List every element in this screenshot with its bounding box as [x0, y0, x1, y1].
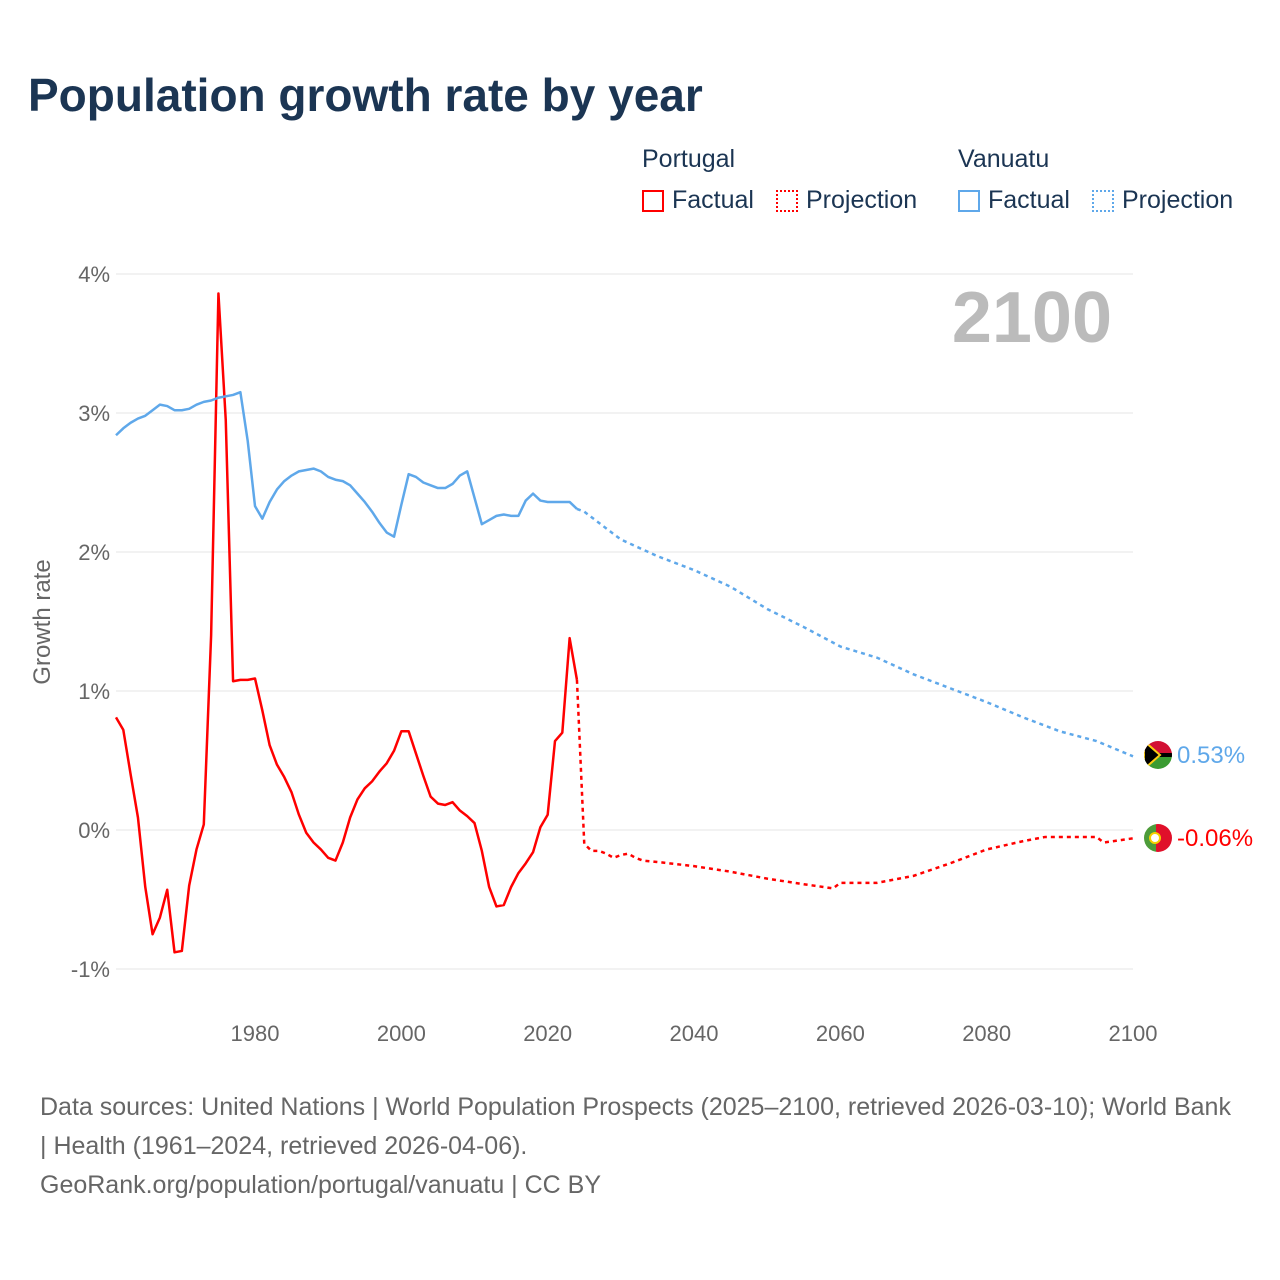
legend-portugal-factual[interactable]: Factual — [642, 186, 754, 215]
y-tick-label: 0% — [78, 818, 110, 843]
x-tick-label: 2000 — [377, 1021, 426, 1046]
legend-label: Factual — [672, 186, 754, 214]
x-tick-label: 2100 — [1109, 1021, 1158, 1046]
legend-swatch — [1092, 189, 1114, 212]
y-tick-label: 2% — [78, 540, 110, 565]
legend-swatch — [776, 189, 798, 212]
legend-vanuatu-factual[interactable]: Factual — [958, 186, 1070, 215]
y-tick-label: -1% — [71, 957, 110, 982]
y-axis-label: Growth rate — [29, 559, 56, 684]
legend-label: Projection — [1122, 186, 1234, 214]
chart-title: Population growth rate by year — [28, 69, 703, 121]
legend-vanuatu-projection[interactable]: Projection — [1092, 186, 1233, 215]
vanuatu-projection-line — [576, 507, 1134, 758]
y-tick-label: 1% — [78, 679, 110, 704]
vanuatu-flag-icon — [1144, 741, 1172, 769]
x-tick-label: 2060 — [816, 1021, 865, 1046]
y-tick-label: 4% — [78, 262, 110, 287]
vanuatu-end-label: 0.53% — [1177, 742, 1245, 769]
plot-area: -1% 0% 1% 2% 3% 4% 1980 2000 2020 2040 2060 2080 210… — [29, 262, 1253, 1046]
portugal-end-label: -0.06% — [1177, 825, 1253, 852]
legend-label: Factual — [988, 186, 1070, 214]
vanuatu-factual-line — [115, 390, 578, 538]
legend-label: Projection — [806, 186, 918, 214]
portugal-factual-line — [114, 292, 579, 954]
y-tick-label: 3% — [78, 401, 110, 426]
year-watermark: 2100 — [952, 278, 1112, 358]
source-link[interactable]: GeoRank.org/population/portugal/vanuatu … — [40, 1171, 602, 1199]
legend-swatch — [642, 189, 664, 212]
legend-portugal-title: Portugal — [642, 145, 736, 173]
portugal-flag-icon — [1144, 824, 1172, 852]
portugal-projection-line — [575, 679, 1134, 890]
x-tick-label: 2080 — [962, 1021, 1011, 1046]
x-tick-label: 2020 — [523, 1021, 572, 1046]
footer: Data sources: United Nations | World Pop… — [40, 1088, 1240, 1205]
x-tick-label: 2040 — [670, 1021, 719, 1046]
legend-swatch — [958, 189, 980, 212]
x-tick-label: 1980 — [231, 1021, 280, 1046]
data-sources: Data sources: United Nations | World Pop… — [40, 1093, 1231, 1160]
legend-vanuatu-title: Vanuatu — [958, 145, 1050, 173]
legend-portugal-projection[interactable]: Projection — [776, 186, 917, 215]
